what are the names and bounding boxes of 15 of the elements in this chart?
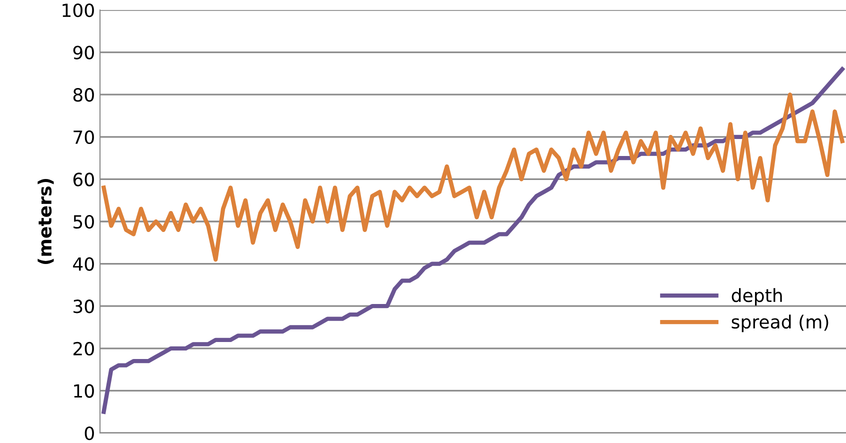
y-axis-title: (meters) bbox=[38, 179, 54, 264]
y-tick-label: 40 bbox=[73, 257, 94, 271]
y-tick-label: 0 bbox=[84, 426, 94, 440]
y-tick-label: 30 bbox=[74, 300, 94, 314]
y-tick-label: 100 bbox=[62, 3, 94, 18]
y-tick-label: 10 bbox=[74, 384, 94, 398]
y-tick-label: 50 bbox=[74, 214, 94, 229]
y-tick-label: 90 bbox=[73, 46, 94, 60]
y-tick-label: 80 bbox=[73, 88, 94, 102]
y-tick-label: 60 bbox=[73, 172, 94, 186]
line-series bbox=[102, 92, 844, 262]
y-tick-label: 70 bbox=[74, 130, 94, 144]
y-tick-label: 20 bbox=[73, 342, 94, 356]
legend-label: depth bbox=[732, 288, 782, 306]
legend-label: spread (m) bbox=[732, 314, 828, 332]
